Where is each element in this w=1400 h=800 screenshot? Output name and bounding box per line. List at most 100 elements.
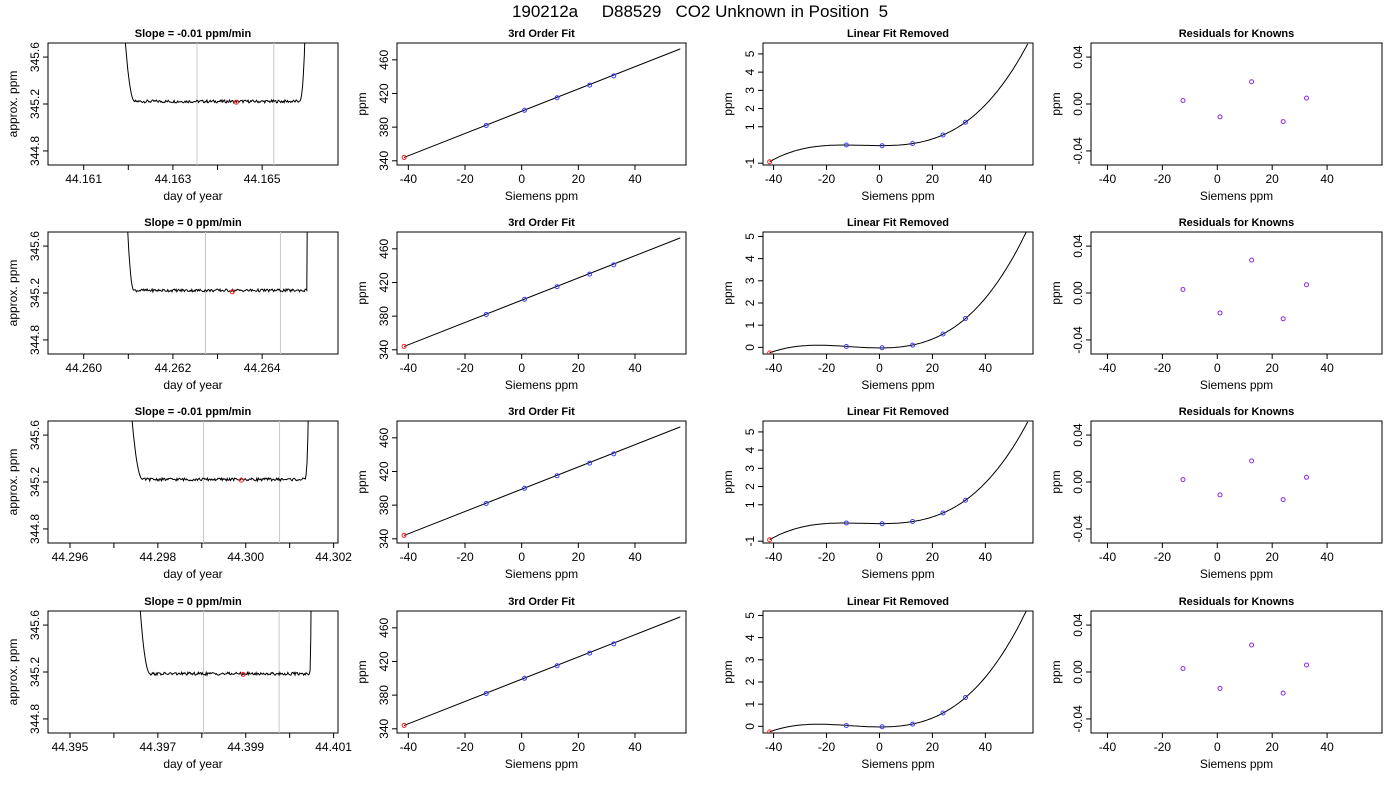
x-tick-label: -40 xyxy=(400,740,418,754)
unknown-point xyxy=(401,343,407,349)
x-tick-label: 0 xyxy=(1214,550,1221,564)
x-tick-label: -20 xyxy=(818,361,836,375)
unknown-point xyxy=(401,154,407,160)
x-tick-label: 0 xyxy=(1214,740,1221,754)
panel-title: Residuals for Knowns xyxy=(1179,28,1295,40)
x-tick-label: -40 xyxy=(400,550,418,564)
plot-frame xyxy=(396,420,687,544)
x-tick-label: 44.262 xyxy=(155,361,192,375)
trace-line xyxy=(139,611,312,677)
standard-point xyxy=(611,262,617,268)
fit-line xyxy=(403,616,681,726)
x-axis-label: Siemens ppm xyxy=(861,378,934,392)
plot-area xyxy=(401,237,681,349)
x-axis-label: Siemens ppm xyxy=(1200,567,1273,581)
x-tick-label: 40 xyxy=(628,550,642,564)
y-tick-label: 344.8 xyxy=(28,136,42,166)
x-tick-label: 0 xyxy=(876,361,883,375)
standard-point xyxy=(587,650,593,656)
x-tick-label: 44.302 xyxy=(315,550,352,564)
plot-area xyxy=(767,43,1029,165)
plot-area xyxy=(401,616,681,728)
residual-point xyxy=(1304,474,1310,480)
y-tick-label: 460 xyxy=(377,427,391,447)
x-axis-label: day of year xyxy=(163,189,222,203)
x-axis-label: Siemens ppm xyxy=(505,757,578,771)
plot-frame xyxy=(47,231,339,355)
y-tick-label: 3 xyxy=(743,87,757,94)
y-tick-label: 2 xyxy=(743,299,757,306)
y-tick-label: 0 xyxy=(743,344,757,351)
x-tick-label: -40 xyxy=(400,172,418,186)
standard-point xyxy=(940,132,946,138)
plot-area xyxy=(1180,642,1310,696)
plot-frame xyxy=(762,420,1034,544)
y-axis-label: ppm xyxy=(1049,92,1063,115)
panel-r4-c3: Linear Fit Removed -40 -20 0 20 40 0 1 2 3 4 5 Sieme… xyxy=(721,596,1034,771)
panel-r3-c1: Slope = -0.01 ppm/min 44.296 44.298 44.300 4… xyxy=(6,406,352,581)
y-axis-label: approx. ppm xyxy=(6,449,20,516)
x-tick-label: 40 xyxy=(979,172,993,186)
x-tick-label: 44.401 xyxy=(315,740,352,754)
x-tick-label: -40 xyxy=(765,550,783,564)
x-tick-label: 0 xyxy=(876,172,883,186)
panel-title: Slope = -0.01 ppm/min xyxy=(135,28,252,40)
panel-title: 3rd Order Fit xyxy=(508,406,575,418)
y-tick-label: 344.8 xyxy=(28,704,42,734)
residual-curve xyxy=(769,43,1029,163)
x-tick-label: -20 xyxy=(456,740,474,754)
x-tick-label: 44.264 xyxy=(244,361,281,375)
y-tick-label: 345.2 xyxy=(28,657,42,687)
residual-point xyxy=(1249,642,1255,648)
x-tick-label: 44.165 xyxy=(244,172,281,186)
y-tick-label: 2 xyxy=(743,678,757,685)
residual-curve xyxy=(769,421,1029,541)
x-axis-label: Siemens ppm xyxy=(861,757,934,771)
y-tick-label: 1 xyxy=(743,701,757,708)
standard-point xyxy=(963,316,968,322)
x-tick-label: 40 xyxy=(979,550,993,564)
y-tick-label: 3 xyxy=(743,465,757,472)
standard-point xyxy=(483,122,489,128)
page-title: 190212a D88529 CO2 Unknown in Position 5 xyxy=(511,2,889,21)
plot-frame xyxy=(1090,231,1383,355)
x-tick-label: 20 xyxy=(1266,172,1280,186)
x-tick-label: 20 xyxy=(1266,550,1280,564)
x-tick-label: -40 xyxy=(1099,550,1117,564)
standard-point xyxy=(483,311,489,317)
panel-title: Residuals for Knowns xyxy=(1179,596,1295,608)
x-tick-label: 40 xyxy=(628,740,642,754)
standard-point xyxy=(611,451,617,457)
residual-point xyxy=(1217,685,1223,691)
standard-point xyxy=(483,690,489,696)
standard-point xyxy=(910,342,916,348)
y-axis-label: ppm xyxy=(355,660,369,683)
y-tick-label: 1 xyxy=(743,123,757,130)
y-tick-label: 380 xyxy=(377,117,391,137)
unknown-point xyxy=(767,350,773,354)
y-tick-label: 380 xyxy=(377,495,391,515)
x-tick-label: 20 xyxy=(572,172,586,186)
residual-point xyxy=(1180,97,1186,103)
plot-area xyxy=(1180,79,1310,125)
y-tick-label: 0.00 xyxy=(1071,470,1085,494)
y-tick-label: 420 xyxy=(377,651,391,671)
y-tick-label: -0.04 xyxy=(1071,326,1085,354)
plot-area xyxy=(124,43,306,165)
panel-r2-c2: 3rd Order Fit -40 -20 0 20 40 340 380 420 460 Siem… xyxy=(355,217,687,392)
trace-line xyxy=(124,43,306,105)
y-tick-label: 420 xyxy=(377,272,391,292)
y-tick-label: 0.00 xyxy=(1071,660,1085,684)
standard-point xyxy=(587,82,593,88)
y-tick-label: -1 xyxy=(743,536,757,547)
panel-r2-c1: Slope = 0 ppm/min 44.260 44.262 44.264 344.8… xyxy=(6,217,339,392)
y-tick-label: 460 xyxy=(377,617,391,637)
standard-point xyxy=(843,520,849,526)
standard-point xyxy=(879,521,885,527)
x-tick-label: 44.296 xyxy=(52,550,89,564)
x-tick-label: 0 xyxy=(1214,172,1221,186)
residual-curve xyxy=(769,611,1027,733)
y-tick-label: 0.00 xyxy=(1071,281,1085,305)
x-tick-label: 0 xyxy=(518,740,525,754)
